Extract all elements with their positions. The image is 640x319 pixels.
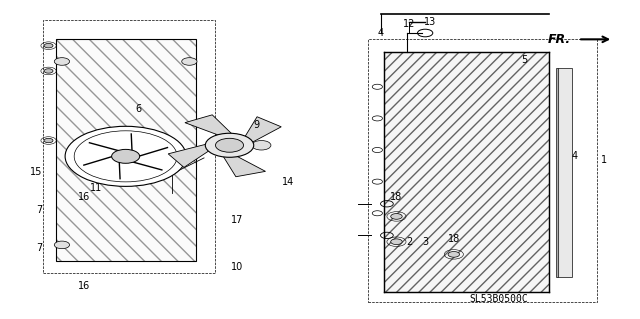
Circle shape (54, 58, 70, 65)
Text: 4: 4 (378, 28, 383, 38)
Text: 18: 18 (390, 192, 403, 203)
Circle shape (448, 251, 460, 257)
Text: 12: 12 (403, 19, 415, 28)
Circle shape (44, 43, 53, 48)
Text: 10: 10 (231, 262, 243, 272)
Bar (384, 52, 549, 292)
Bar (43, 20, 215, 273)
Bar (556, 68, 572, 277)
Circle shape (44, 69, 53, 73)
Text: 2: 2 (406, 237, 412, 247)
Text: 1: 1 (600, 154, 607, 165)
Circle shape (391, 239, 402, 245)
Bar (368, 39, 597, 302)
Text: 18: 18 (448, 234, 460, 243)
Polygon shape (244, 117, 281, 143)
Circle shape (111, 149, 140, 163)
Circle shape (65, 126, 186, 186)
Text: SL53B0500C: SL53B0500C (469, 293, 528, 304)
Text: 3: 3 (422, 237, 428, 247)
Text: 11: 11 (90, 183, 102, 193)
Circle shape (391, 214, 402, 219)
Circle shape (205, 133, 253, 157)
Circle shape (44, 138, 53, 143)
Text: FR.: FR. (547, 33, 570, 46)
Text: 16: 16 (78, 281, 90, 291)
Text: 17: 17 (231, 215, 243, 225)
Text: 9: 9 (253, 120, 259, 130)
Text: 16: 16 (78, 192, 90, 203)
Text: 13: 13 (424, 17, 436, 27)
Circle shape (252, 141, 271, 150)
Text: 15: 15 (30, 167, 43, 177)
Text: 5: 5 (521, 55, 527, 65)
Circle shape (54, 241, 70, 249)
Bar (56, 39, 196, 261)
Text: 4: 4 (572, 151, 578, 161)
Polygon shape (185, 115, 232, 136)
Polygon shape (168, 144, 210, 167)
Circle shape (182, 58, 197, 65)
Text: 14: 14 (282, 177, 294, 187)
Text: 7: 7 (36, 205, 43, 215)
Text: 6: 6 (135, 104, 141, 114)
Text: 7: 7 (36, 243, 43, 253)
Polygon shape (223, 156, 266, 177)
Circle shape (216, 138, 244, 152)
Bar (56, 39, 196, 261)
